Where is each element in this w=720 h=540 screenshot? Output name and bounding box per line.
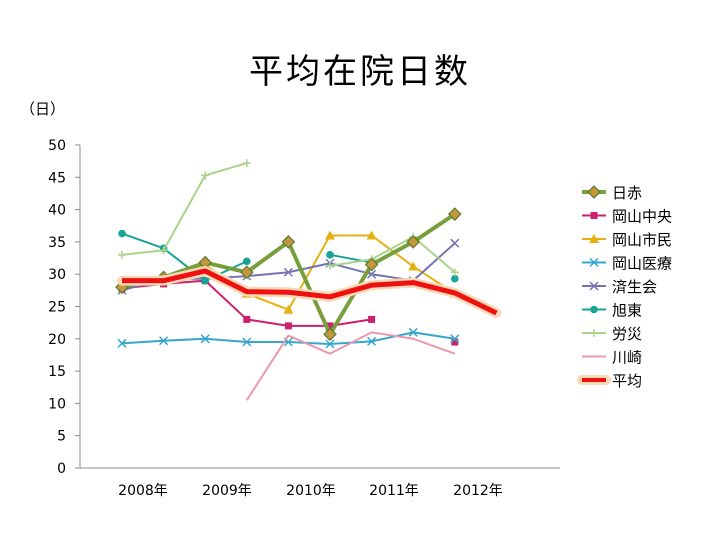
data-point [408,261,419,271]
data-point [587,185,601,199]
legend-item: 日赤 [582,184,642,202]
data-point [281,235,296,249]
data-point [323,327,337,342]
y-tick-label: 20 [48,332,66,348]
data-point [325,230,335,240]
y-tick-label: 25 [48,300,66,316]
y-tick-label: 5 [57,429,66,445]
data-point [589,281,599,291]
legend-label: 済生会 [612,278,657,296]
legend-item: 済生会 [582,278,657,296]
series-line [245,331,456,401]
data-point [589,234,599,243]
data-point [325,339,335,349]
legend-label: 旭東 [612,302,642,320]
data-point [200,334,210,344]
y-tick-label: 30 [48,267,66,283]
series-平均 [117,265,502,318]
data-point [159,246,168,255]
y-tick-label: 15 [48,364,66,380]
x-tick-label: 2008年 [118,483,168,499]
series-川崎 [245,331,456,401]
legend-label: 労災 [612,325,642,343]
data-point [406,235,421,249]
data-point [243,315,251,323]
data-point [589,257,599,268]
data-point [408,327,418,337]
x-tick-label: 2010年 [286,483,336,499]
data-point [118,250,126,259]
data-point [450,268,459,277]
legend-item: 旭東 [582,302,642,320]
data-point [242,337,252,347]
legend-item: 川崎 [582,349,642,367]
legend-label: 岡山市民 [612,231,672,249]
data-point [326,251,334,259]
legend-item: 岡山中央 [582,208,672,226]
legend-label: 岡山中央 [612,208,672,226]
data-point [201,276,209,285]
series-line [329,253,372,264]
data-point [283,304,294,314]
data-point [117,338,127,348]
x-tick-label: 2011年 [369,483,419,499]
y-tick-label: 40 [48,203,66,219]
y-tick-label: 0 [57,461,66,477]
legend-item: 岡山市民 [582,231,672,249]
data-point [326,322,334,330]
data-point [159,336,169,346]
data-point [284,322,292,330]
chart-title: 平均在院日数 [249,52,471,92]
data-point [366,230,377,240]
legend-label: 日赤 [612,184,642,202]
data-point [283,267,293,277]
data-point [368,315,376,323]
legend-label: 岡山医療 [612,255,672,273]
data-point [451,338,459,346]
data-point [242,159,251,168]
data-point [590,329,598,337]
y-axis-unit-label: （日） [20,100,66,118]
legend-item: 労災 [582,325,642,343]
series-line [122,268,498,316]
data-point [364,257,379,272]
series-岡山医療 [117,327,460,349]
legend-item: 平均 [577,372,642,390]
x-tick-label: 2012年 [453,483,503,499]
data-point [451,274,459,283]
series-line [121,162,248,256]
y-tick-label: 45 [48,170,66,186]
series-日赤 [115,207,462,342]
y-tick-label: 50 [48,138,66,154]
data-point [367,336,377,346]
data-point [590,212,598,219]
series-労災 [118,159,459,277]
series-line [329,235,456,274]
data-point [450,238,460,248]
data-point [590,305,598,314]
legend-label: 川崎 [612,349,642,367]
data-point [243,257,251,266]
x-tick-label: 2009年 [202,483,252,499]
y-tick-label: 35 [48,235,66,251]
legend-label: 平均 [612,372,642,390]
y-tick-label: 10 [48,396,66,412]
legend-item: 岡山医療 [582,255,672,273]
series-line [121,232,248,282]
data-point [239,265,254,280]
data-point [326,261,334,270]
data-point [118,229,126,238]
data-point [450,334,460,344]
data-point [447,207,462,221]
data-point [201,171,210,180]
